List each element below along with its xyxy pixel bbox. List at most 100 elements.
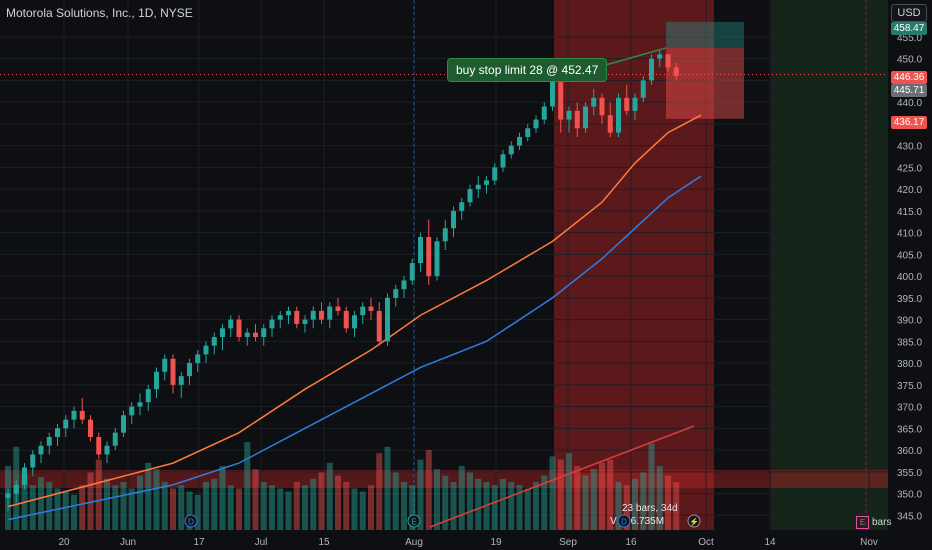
order-label[interactable]: buy stop limit 28 @ 452.47 [447,58,608,82]
support-zone [0,470,888,488]
candle-body-68 [566,110,572,120]
dividend-marker-1-label: D [188,518,194,527]
candle-body-33 [277,315,283,320]
currency-button[interactable]: USD [891,4,927,22]
volume-bar-35 [293,482,300,530]
y-tick-label-14: 415.0 [897,207,922,218]
earnings-marker-circle [407,514,421,528]
y-tick-label-0: 345.0 [897,511,922,522]
volume-bar-21 [178,485,185,530]
stop-price-tag: 436.17 [891,116,927,129]
volume-bar-57 [475,478,482,530]
candle-body-11 [96,437,102,455]
volume-bar-7 [62,491,69,530]
x-tick-label-2: 17 [193,537,205,548]
dividend-marker-2-label: D [621,518,627,527]
volume-bar-20 [170,488,176,530]
candle-body-14 [121,415,126,433]
y-tick-label-13: 410.0 [897,229,922,240]
candle-body-58 [484,180,489,185]
candle-body-44 [368,306,374,311]
y-tick-label-8: 385.0 [897,337,922,348]
volume-bar-43 [359,491,366,530]
candle-body-55 [459,202,465,211]
volume-bar-8 [71,494,77,530]
target-price-tag: 458.47 [891,22,927,35]
volume-bar-47 [392,472,399,530]
candle-body-46 [385,297,390,342]
dividend-marker-2-circle [617,514,631,528]
volume-bar-14 [120,482,127,530]
volume-bar-38 [318,472,325,530]
x-tick-label-5: Aug [405,537,423,548]
volume-bar-80 [665,475,671,530]
candle-body-40 [335,306,341,311]
candle-body-70 [583,106,588,129]
candle-body-10 [88,419,93,438]
candle-body-4 [38,445,44,455]
y-tick-label-10: 395.0 [897,294,922,305]
candle-body-26 [220,328,225,338]
candle-body-62 [517,136,522,146]
volume-bar-26 [219,466,226,530]
current-price-tag: 445.71 [891,84,927,97]
y-tick-label-12: 405.0 [897,250,922,261]
volume-bar-45 [376,453,383,530]
candle-body-80 [665,54,671,68]
candle-body-3 [30,454,36,468]
volume-bar-75 [623,485,630,530]
volume-bar-78 [648,443,655,530]
y-tick-label-16: 425.0 [897,163,922,174]
candle-body-53 [442,228,448,242]
candle-body-34 [286,310,291,316]
y-tick-label-5: 370.0 [897,403,922,414]
volume-bar-55 [458,466,465,530]
y-tick-label-19: 440.0 [897,98,922,109]
chart-title: Motorola Solutions, Inc., 1D, NYSE [6,6,193,20]
candle-body-5 [46,437,52,446]
volume-bar-73 [607,459,614,530]
candle-body-27 [228,319,234,329]
candle-body-50 [418,236,423,264]
x-tick-label-1: Jun [120,537,136,548]
volume-bar-51 [425,450,432,530]
candle-body-45 [376,310,382,342]
candle-body-41 [343,310,349,329]
measure-volume-value: 6.735M [630,516,665,527]
candle-body-76 [632,97,638,111]
volume-bar-53 [442,475,449,530]
y-tick-label-17: 430.0 [897,142,922,153]
volume-bar-11 [95,459,102,530]
volume-bar-3 [29,485,36,530]
candle-body-43 [360,306,366,316]
candle-body-74 [616,97,621,133]
candle-body-67 [558,80,564,120]
x-tick-label-3: Jul [255,537,268,548]
candle-body-18 [154,371,159,390]
candle-body-0 [5,493,11,498]
candle-body-47 [393,289,399,298]
candle-body-79 [657,54,663,59]
volume-bar-36 [302,485,308,530]
candle-body-42 [352,315,357,329]
volume-bar-9 [79,485,86,530]
candle-body-72 [599,97,605,116]
volume-bar-18 [153,469,160,530]
ma-fast-line [7,114,702,508]
volume-bar-29 [244,442,251,530]
ma-slow-line [7,175,702,521]
candle-body-64 [533,119,539,129]
volume-bar-49 [409,485,416,530]
volume-bar-76 [632,478,638,530]
bars-label: bars [872,517,892,528]
candle-body-81 [673,67,679,77]
candle-body-71 [591,97,597,107]
candle-body-66 [550,80,555,107]
volume-bar-71 [590,469,597,530]
volume-bar-68 [566,453,572,530]
volume-bar-39 [326,462,333,530]
candle-body-8 [71,410,77,420]
